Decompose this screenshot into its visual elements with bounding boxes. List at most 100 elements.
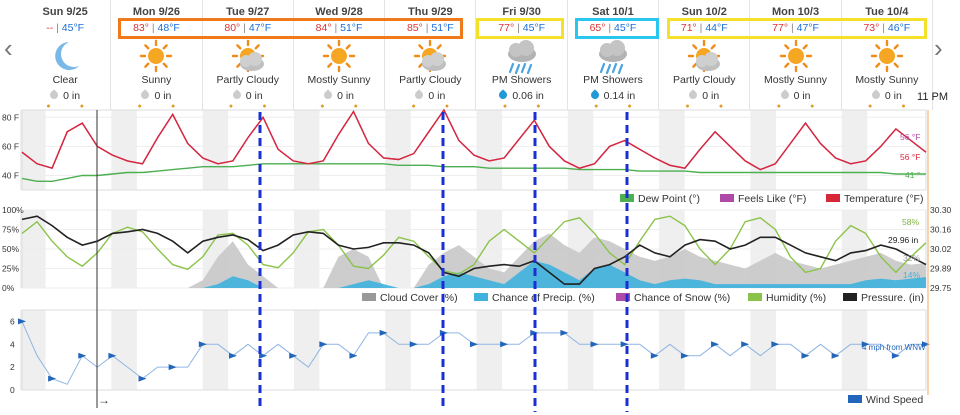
- end-label-precip: 14%: [903, 270, 920, 280]
- low-temp: 45°F: [61, 22, 85, 34]
- high-temp: 84°: [315, 22, 332, 34]
- y-tick-label: 0%: [2, 283, 15, 293]
- wind-arrow-icon: [409, 341, 418, 348]
- day-card[interactable]: Mon 10/3 77° | 47°F Mostly Sunny 0 in ● …: [750, 0, 842, 110]
- day-card[interactable]: Thu 9/29 85° | 51°F Partly Cloudy 0 in ●…: [385, 0, 477, 110]
- low-temp: 47°F: [248, 22, 272, 34]
- sun-icon: [322, 39, 356, 73]
- raindrop-icon: [687, 89, 699, 101]
- condition-text: Mostly Sunny: [855, 74, 919, 86]
- high-temp: 77°: [498, 22, 515, 34]
- day-card[interactable]: Mon 9/26 83° | 48°F Sunny 0 in ● ●: [111, 0, 203, 110]
- time-label: 11 PM: [917, 91, 948, 103]
- night-band: [20, 110, 46, 190]
- night-band: [659, 110, 685, 190]
- temp-separator: |: [56, 22, 59, 34]
- y-tick-label: 75%: [2, 225, 19, 235]
- wind-arrow-icon: [922, 341, 930, 348]
- panel-frame: [21, 209, 927, 289]
- sun-times: ● ●: [868, 103, 906, 110]
- next-arrow-icon[interactable]: ›: [934, 33, 943, 63]
- night-band: [202, 210, 229, 288]
- day-temps: 73° | 46°F: [842, 21, 932, 35]
- wind-arrow-icon: [470, 341, 478, 348]
- wind-arrow-icon: [801, 352, 810, 359]
- legend-swatch: [616, 293, 630, 301]
- day-card[interactable]: Tue 9/27 80° | 47°F Partly Cloudy 0 in ●…: [203, 0, 294, 110]
- raindrop-icon: [589, 89, 601, 101]
- day-name: Sun 10/2: [681, 6, 727, 18]
- condition-text: Mostly Sunny: [764, 74, 828, 86]
- day-card[interactable]: Sat 10/1 65° | 45°F PM Showers 0.14 in ●…: [568, 0, 660, 110]
- legend-swatch: [362, 293, 376, 301]
- wind-arrow-icon: [48, 375, 57, 382]
- wind-arrow-icon: [530, 329, 539, 336]
- legend-swatch: [474, 293, 488, 301]
- day-name: Fri 9/30: [502, 6, 541, 18]
- high-temp: --: [46, 22, 54, 34]
- sun-icon: [870, 39, 904, 73]
- wind-line: [21, 321, 926, 385]
- end-label-feels-like: 56 °F: [900, 132, 920, 142]
- wind-arrow-icon: [168, 364, 177, 371]
- wind-arrow-icon: [108, 352, 117, 359]
- temp-separator: |: [243, 22, 246, 34]
- wind-arrow-icon: [741, 341, 750, 348]
- wind-arrow-icon: [861, 341, 870, 348]
- day-card[interactable]: Wed 9/28 84° | 51°F Mostly Sunny 0 in ● …: [294, 0, 386, 110]
- day-temps: 80° | 47°F: [203, 21, 293, 35]
- precip-amount: 0.14 in: [568, 89, 658, 103]
- raindrop-icon: [322, 89, 334, 101]
- low-temp: 45°F: [522, 22, 546, 34]
- day-temps: 65° | 45°F: [568, 21, 658, 35]
- day-card[interactable]: Sun 10/2 71° | 44°F Partly Cloudy 0 in ●…: [659, 0, 751, 110]
- legend-swatch: [848, 395, 862, 403]
- precip-amount: 0 in: [203, 89, 293, 103]
- sun-times: ● ●: [228, 103, 267, 110]
- legend-label: Chance of Precip. (%): [492, 292, 595, 304]
- day-name: Thu 9/29: [408, 6, 453, 18]
- night-band: [111, 310, 137, 390]
- high-temp: 73°: [863, 22, 880, 34]
- condition-text: Partly Cloudy: [216, 74, 279, 86]
- day-temps: 85° | 51°F: [385, 21, 475, 35]
- night-band: [841, 310, 868, 390]
- precip-value: 0.14 in: [603, 90, 636, 102]
- condition-text: Clear: [52, 74, 78, 86]
- y-tick-label-right: 30.16: [930, 225, 952, 235]
- wind-arrow-icon: [138, 375, 147, 382]
- precip-value: 0 in: [63, 90, 81, 102]
- legend-swatch: [720, 194, 734, 202]
- day-card[interactable]: Tue 10/4 73° | 46°F Mostly Sunny 0 in ● …: [842, 0, 933, 110]
- night-band: [567, 310, 594, 390]
- end-label-humidity: 58%: [902, 217, 919, 227]
- condition-text: Partly Cloudy: [399, 74, 462, 86]
- wind-arrow-icon: [439, 329, 448, 336]
- precip-amount: 0 in: [385, 89, 475, 103]
- temp-separator: |: [425, 22, 429, 34]
- raindrop-icon: [497, 89, 510, 101]
- y-tick-label: 4: [10, 339, 15, 349]
- wind-arrow-icon: [771, 341, 780, 348]
- legend-label: Temperature (°F): [844, 193, 923, 205]
- low-temp: 46°F: [887, 22, 911, 34]
- high-temp: 85°: [406, 22, 423, 34]
- night-band: [202, 110, 229, 190]
- raindrop-icon: [413, 89, 426, 101]
- night-band: [750, 310, 776, 390]
- low-temp: 45°F: [614, 22, 637, 34]
- night-band: [20, 210, 46, 288]
- y-tick-label: 60 F: [2, 141, 19, 151]
- day-card[interactable]: Sun 9/25 -- | 45°F Clear 0 in ● ●: [20, 0, 112, 110]
- sun-icon: [140, 39, 173, 73]
- condition-text: Mostly Sunny: [307, 74, 371, 86]
- night-band: [385, 310, 411, 390]
- sun-times: ● ●: [411, 103, 450, 110]
- day-card[interactable]: Fri 9/30 77° | 45°F PM Showers 0.06 in ●…: [477, 0, 568, 110]
- day-temps: 83° | 48°F: [111, 21, 201, 35]
- precip-amount: 0 in: [294, 89, 384, 103]
- prev-arrow-icon[interactable]: ‹: [4, 33, 13, 63]
- day-temps: -- | 45°F: [20, 21, 110, 35]
- temp-separator: |: [334, 22, 338, 34]
